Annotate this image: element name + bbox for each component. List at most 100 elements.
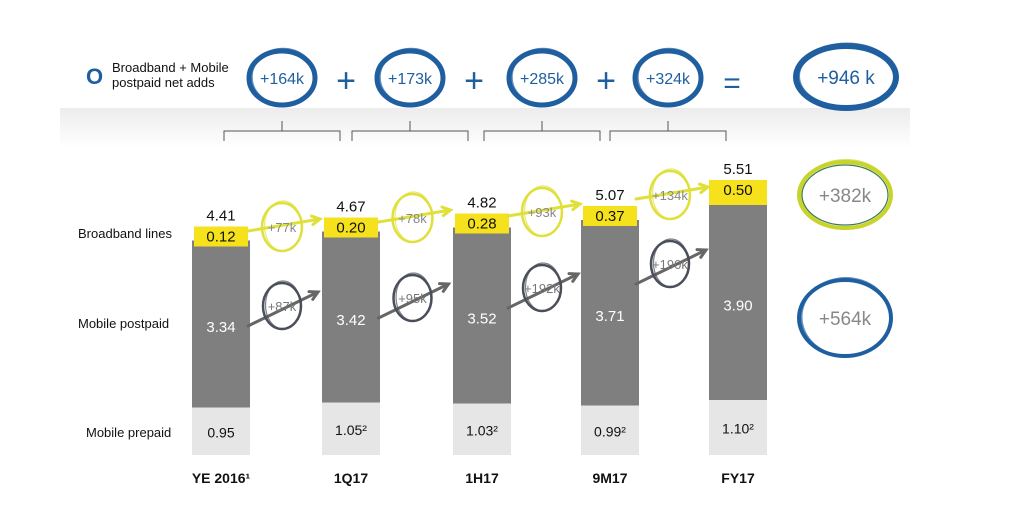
postpaid-add-circle-stroke2 [395,272,432,322]
broadband-arrow-icon [634,185,710,201]
top-add-circle-stroke2 [636,47,702,107]
broadband-arrow-icon-head [309,214,324,227]
postpaid-add-value: +87k [268,299,297,314]
total-circle-stroke2 [797,42,897,110]
postpaid-add-circle-stroke2 [652,238,690,288]
bar-broadband [583,206,637,226]
bracket [351,121,469,141]
broadband-label: 0.12 [206,229,235,246]
top-add-value: +164k [260,71,305,88]
top-add-value: +324k [646,71,691,88]
postpaid-add-circle-stroke2 [264,280,302,330]
category-label: 1H17 [465,470,499,486]
postpaid-add-value: +190k [652,257,688,272]
postpaid-arrow-icon [246,290,320,328]
postpaid-label: 3.42 [336,312,365,329]
header-band [60,108,910,148]
broadband-arrow-icon [506,202,582,218]
bar-postpaid [192,240,250,408]
operator-plus: + [336,62,356,100]
broadband-label: 0.20 [336,220,365,237]
bar-broadband [194,226,248,247]
top-add-value: +173k [388,71,433,88]
prepaid-label: 1.03² [466,422,498,438]
broadband-add-circle-stroke2 [263,200,303,252]
top-add-circle-stroke2 [250,47,316,107]
broadband-add-circle-stroke2 [394,191,433,243]
broadband-add-value: +77k [268,220,297,235]
broadband-add-circle-stroke2 [523,185,563,237]
bar-broadband [455,213,509,234]
bar-prepaid [453,403,511,455]
postpaid-label: 3.34 [206,319,235,336]
broadband-arrow-icon [246,217,322,233]
broadband-arrow-icon-head [569,199,584,212]
postpaid-total-value: +564k [819,309,872,330]
bar-prepaid [192,407,250,455]
broadband-arrow-icon-head [440,205,454,218]
prepaid-label: 0.95 [207,424,234,440]
row-label-prepaid: Mobile prepaid [86,425,172,440]
operator-equals: = [723,67,741,100]
broadband-arrow-icon [377,208,452,224]
total-value: +946 k [817,68,875,89]
top-add-circle-stroke2 [378,47,444,107]
row-label-broadband: Broadband lines [78,226,172,241]
broadband-total-value: +382k [819,186,872,207]
prepaid-label: 0.99² [594,423,626,439]
bar-postpaid [453,227,511,404]
bar-prepaid [322,402,380,455]
postpaid-arrow-icon-head [695,248,709,259]
top-add-value: +285k [520,71,565,88]
bar-prepaid [709,400,767,455]
broadband-arrow-icon-head [697,182,712,195]
broadband-add-circle-stroke2 [651,168,691,220]
postpaid-arrow-icon-head [567,272,581,283]
top-add-circle-stroke2 [510,47,576,107]
operator-plus: + [596,62,616,100]
postpaid-arrow-icon [506,272,580,310]
broadband-label: 0.50 [723,182,752,199]
broadband-label: 0.28 [467,216,496,233]
broadband-add-value: +93k [528,205,557,220]
bracket [223,121,341,141]
postpaid-add-value: +192k [524,281,560,296]
total-label: 4.82 [467,195,496,212]
postpaid-add-circle-stroke2 [524,262,562,312]
broadband-add-value: +134k [652,188,688,203]
bar-postpaid [581,220,639,406]
prepaid-label: 1.10² [722,421,754,437]
operator-plus: + [464,62,484,100]
broadband-total-circle-inner [801,164,889,226]
row-label-postpaid: Mobile postpaid [78,316,170,331]
bar-postpaid [322,231,380,403]
bracket [609,121,727,141]
category-label: YE 2016¹ [192,470,251,486]
postpaid-arrow-icon-head [307,290,321,301]
postpaid-label: 3.90 [723,298,752,315]
broadband-label: 0.37 [595,208,624,225]
postpaid-arrow-icon [377,282,450,320]
postpaid-arrow-icon-head [438,282,452,293]
postpaid-label: 3.52 [467,311,496,328]
postpaid-add-value: +95k [398,291,427,306]
total-label: 5.51 [723,161,752,178]
total-label: 4.41 [206,208,235,225]
legend-label: Broadband + Mobile postpaid net adds [112,60,229,90]
bar-postpaid [709,205,767,400]
total-label: 4.67 [336,199,365,216]
postpaid-arrow-icon [634,248,708,286]
bar-prepaid [581,405,639,455]
prepaid-label: 1.05² [335,422,367,438]
category-label: 9M17 [592,470,627,486]
category-label: FY17 [721,470,755,486]
bar-broadband [324,217,378,238]
category-label: 1Q17 [334,470,368,486]
total-label: 5.07 [595,187,624,204]
broadband-add-value: +78k [398,211,427,226]
bar-broadband [709,180,767,205]
legend-marker-icon: O [86,64,104,89]
bracket [483,121,601,141]
postpaid-total-circle-stroke2 [800,277,892,357]
